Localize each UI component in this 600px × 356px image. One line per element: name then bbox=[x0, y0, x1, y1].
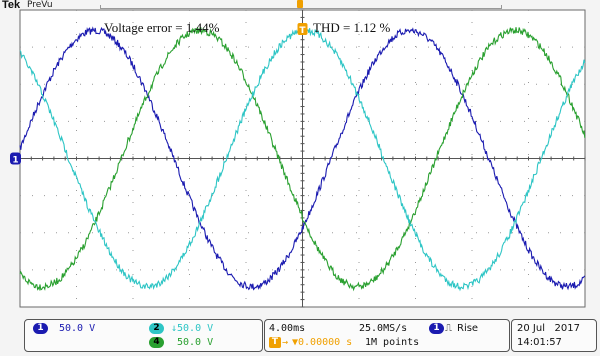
trigger-time-marker bbox=[297, 23, 308, 35]
trigger-offset: ▼0.00000 s bbox=[292, 337, 353, 348]
time-label: 14:01:57 bbox=[517, 337, 562, 348]
top-status-strip: Tek PreVu bbox=[0, 0, 600, 12]
trigger-time-marker-label: T bbox=[299, 26, 306, 36]
voltage-error-annotation: Voltage error = 1.44% bbox=[104, 20, 220, 35]
channel-scale-box[interactable]: 1 50.0 V 2 ↓50.0 V 4 50.0 V bbox=[24, 319, 263, 352]
rise-icon: ⎍ bbox=[445, 323, 452, 334]
ch4-badge: 4 bbox=[149, 337, 164, 348]
graticule-grid bbox=[19, 9, 586, 308]
thd-annotation: THD = 1.12 % bbox=[313, 20, 391, 35]
trigger-position-icon: T bbox=[269, 337, 281, 348]
trigger-slope: Rise bbox=[457, 323, 479, 334]
ch1-trace bbox=[19, 26, 586, 291]
trigger-arrow-icon: → bbox=[282, 337, 289, 348]
trigger-source-badge: 1 bbox=[429, 323, 444, 334]
ch1-ground-marker bbox=[10, 152, 21, 165]
waveform-display: 1T bbox=[10, 9, 586, 308]
time-per-div: 4.00ms bbox=[269, 323, 306, 334]
timebase-box[interactable]: 4.00ms T → ▼0.00000 s 25.0MS/s 1M points… bbox=[264, 319, 510, 352]
date-label: 20 Jul 2017 bbox=[517, 323, 580, 334]
record-length: 1M points bbox=[365, 337, 420, 348]
status-bar: 1 50.0 V 2 ↓50.0 V 4 50.0 V 4.00ms T → ▼… bbox=[0, 317, 600, 356]
sample-rate: 25.0MS/s bbox=[359, 323, 408, 334]
ch1-scale: 50.0 V bbox=[59, 323, 96, 334]
acquisition-mode-label: PreVu bbox=[27, 0, 53, 10]
ch1-badge: 1 bbox=[33, 323, 48, 334]
trigger-position-marker[interactable] bbox=[297, 0, 303, 8]
brand-logo: Tek bbox=[2, 0, 21, 11]
ch2-badge: 2 bbox=[149, 323, 164, 334]
ch4-scale: 50.0 V bbox=[177, 337, 214, 348]
ch1-ground-marker-label: 1 bbox=[12, 156, 18, 166]
ch2-scale: ↓50.0 V bbox=[171, 323, 214, 334]
ch4-trace bbox=[19, 27, 586, 292]
record-view-bar bbox=[100, 5, 502, 9]
datetime-box: 20 Jul 2017 14:01:57 bbox=[511, 319, 597, 352]
